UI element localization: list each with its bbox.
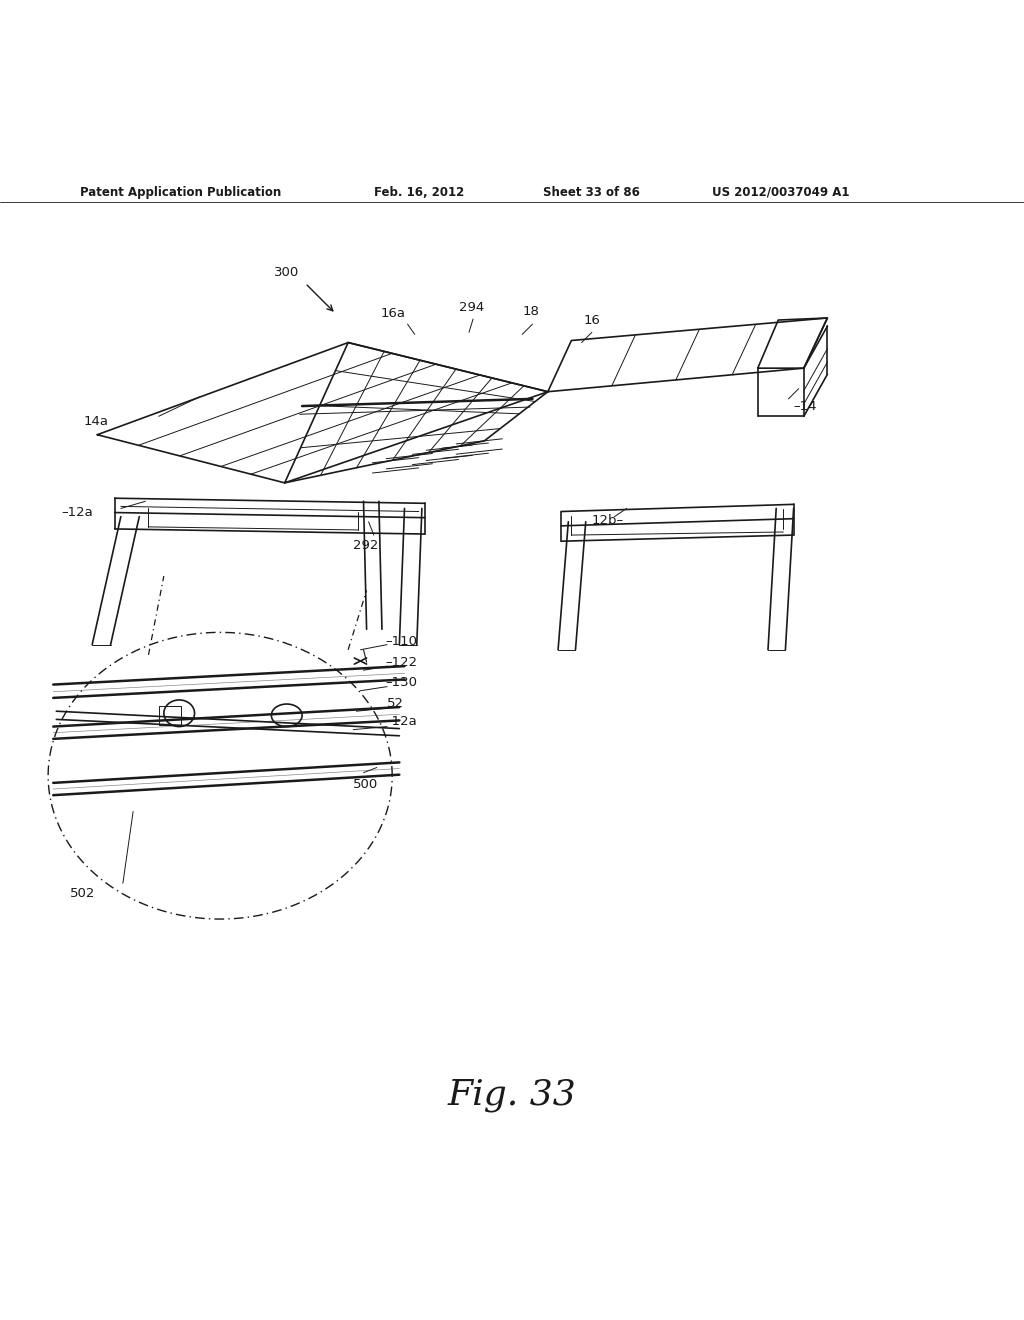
Text: Sheet 33 of 86: Sheet 33 of 86 (543, 186, 640, 198)
Text: Feb. 16, 2012: Feb. 16, 2012 (374, 186, 464, 198)
Text: 16a: 16a (381, 308, 406, 321)
Text: 300: 300 (274, 267, 300, 280)
Text: US 2012/0037049 A1: US 2012/0037049 A1 (712, 186, 849, 198)
Text: –12a: –12a (61, 506, 93, 519)
Text: 18: 18 (522, 305, 539, 318)
Text: –130: –130 (385, 676, 417, 689)
Text: 500: 500 (353, 779, 379, 792)
Text: –14: –14 (794, 400, 817, 413)
Text: 52: 52 (387, 697, 404, 710)
Text: 16: 16 (584, 314, 600, 326)
Text: 12b–: 12b– (592, 515, 624, 527)
Text: 294: 294 (459, 301, 484, 314)
Text: 14a: 14a (84, 414, 109, 428)
Text: Patent Application Publication: Patent Application Publication (80, 186, 282, 198)
Text: –110: –110 (385, 635, 417, 648)
Text: 502: 502 (70, 887, 95, 900)
Text: 292: 292 (353, 539, 379, 552)
Text: –12a: –12a (385, 715, 417, 727)
Text: –122: –122 (385, 656, 417, 668)
Text: Fig. 33: Fig. 33 (447, 1078, 577, 1113)
